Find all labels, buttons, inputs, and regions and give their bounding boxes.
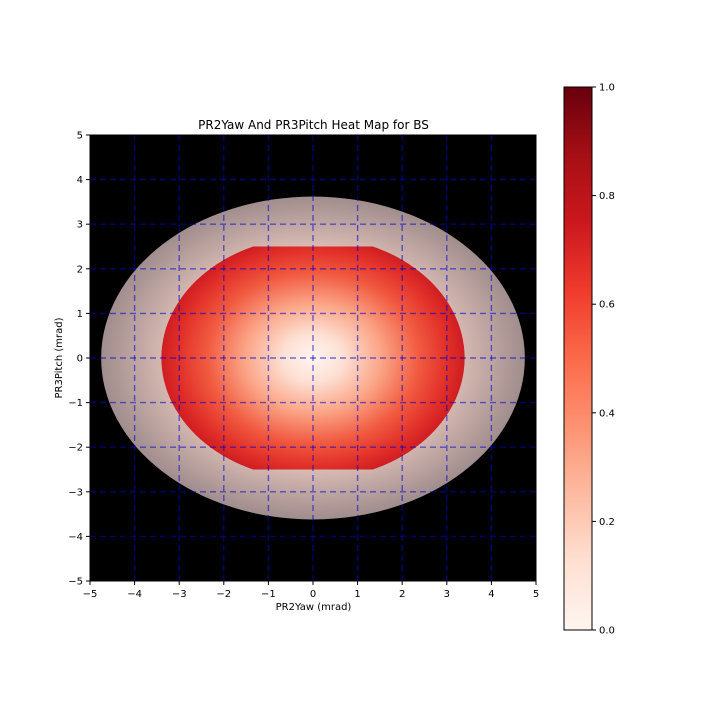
- colorbar-tick-label: 0.0: [599, 626, 615, 637]
- y-tick-label: 2: [77, 264, 83, 275]
- x-tick-label: 5: [533, 589, 539, 600]
- plot-area: [89, 134, 537, 582]
- colorbar-tick-label: 1.0: [599, 83, 615, 94]
- colorbar-tick-label: 0.4: [599, 408, 615, 419]
- x-tick-label: 2: [399, 589, 405, 600]
- y-tick-label: −1: [68, 398, 83, 409]
- colorbar: 0.0 0.2 0.4 0.6 0.8 1.0: [563, 83, 615, 637]
- y-axis: −5 −4 −3 −2 −1 0 1 2 3 4 5: [68, 131, 90, 588]
- x-tick-label: −4: [127, 589, 142, 600]
- y-tick-label: −2: [68, 443, 83, 454]
- x-tick-label: 0: [310, 589, 316, 600]
- x-tick-label: 1: [354, 589, 360, 600]
- y-tick-label: 3: [77, 220, 83, 231]
- colorbar-tick-label: 0.8: [599, 191, 615, 202]
- y-tick-label: −4: [68, 532, 83, 543]
- colorbar-tick-label: 0.2: [599, 517, 615, 528]
- colorbar-gradient: [563, 86, 593, 631]
- y-tick-label: 0: [77, 354, 83, 365]
- y-tick-label: 1: [77, 309, 83, 320]
- x-tick-label: −2: [216, 589, 231, 600]
- x-tick-label: −3: [172, 589, 187, 600]
- y-axis-label: PR3Pitch (mrad): [54, 317, 65, 398]
- grid: [90, 135, 536, 581]
- y-tick-label: −3: [68, 487, 83, 498]
- y-tick-label: 4: [77, 175, 83, 186]
- x-axis: −5 −4 −3 −2 −1 0 1 2 3 4 5: [83, 581, 539, 600]
- x-tick-label: −5: [83, 589, 98, 600]
- x-tick-label: −1: [261, 589, 276, 600]
- x-tick-label: 3: [444, 589, 450, 600]
- x-tick-label: 4: [488, 589, 494, 600]
- y-tick-label: −5: [68, 577, 83, 588]
- chart-title: PR2Yaw And PR3Pitch Heat Map for BS: [198, 118, 429, 132]
- y-tick-label: 5: [77, 131, 83, 142]
- colorbar-tick-label: 0.6: [599, 300, 615, 311]
- x-axis-label: PR2Yaw (mrad): [276, 602, 352, 613]
